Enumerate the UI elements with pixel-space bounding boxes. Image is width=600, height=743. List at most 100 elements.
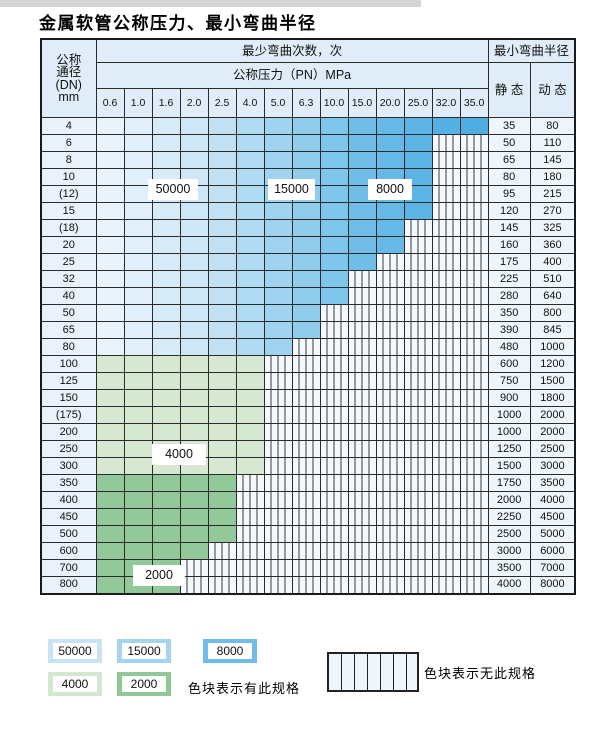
table-row: 25 175 400	[40, 253, 576, 271]
cell-spec	[123, 338, 153, 356]
table-row: 500 2500 5000	[40, 525, 576, 543]
cell-spec	[263, 236, 293, 254]
cell-no-spec	[235, 491, 265, 509]
table-row: 6 50 110	[40, 134, 576, 152]
pressure-tick: 2.5	[207, 88, 237, 118]
cell-no-spec	[431, 457, 461, 475]
cell-dynamic: 1000	[529, 338, 576, 356]
cell-spec	[291, 287, 321, 305]
cell-spec	[375, 117, 405, 135]
cell-no-spec	[459, 525, 489, 543]
cell-no-spec	[459, 168, 489, 186]
cell-no-spec	[291, 355, 321, 373]
cell-no-spec	[375, 338, 405, 356]
cell-static: 480	[487, 338, 531, 356]
cell-spec	[123, 440, 153, 458]
corner-line-1: 公称	[56, 52, 82, 67]
cell-dynamic: 1800	[529, 389, 576, 407]
table-row: 15 120 270	[40, 202, 576, 220]
cell-spec	[95, 219, 125, 237]
cell-no-spec	[431, 151, 461, 169]
table-row: 700 3500 7000	[40, 559, 576, 577]
cell-spec	[235, 440, 265, 458]
cell-spec	[235, 338, 265, 356]
cell-dynamic: 6000	[529, 542, 576, 560]
cell-spec	[207, 423, 237, 441]
cell-no-spec	[459, 151, 489, 169]
cell-no-spec	[403, 474, 433, 492]
cell-no-spec	[431, 236, 461, 254]
cell-static: 80	[487, 168, 531, 186]
cell-spec	[291, 117, 321, 135]
cell-dynamic: 4000	[529, 491, 576, 509]
cell-no-spec	[375, 457, 405, 475]
table-row: 50 350 800	[40, 304, 576, 322]
pressure-tick: 20.0	[375, 88, 405, 118]
cell-spec	[207, 525, 237, 543]
cell-no-spec	[235, 542, 265, 560]
cell-spec	[95, 168, 125, 186]
cell-no-spec	[291, 423, 321, 441]
cell-spec	[263, 219, 293, 237]
cell-spec	[235, 304, 265, 322]
cell-static: 160	[487, 236, 531, 254]
cell-no-spec	[375, 406, 405, 424]
table-row: 600 3000 6000	[40, 542, 576, 560]
cell-no-spec	[403, 525, 433, 543]
cell-no-spec	[319, 457, 349, 475]
cell-no-spec	[403, 508, 433, 526]
cell-no-spec	[403, 304, 433, 322]
cell-no-spec	[347, 559, 377, 577]
cell-dynamic: 2500	[529, 440, 576, 458]
table-row: 100 600 1200	[40, 355, 576, 373]
pressure-tick: 10.0	[319, 88, 349, 118]
cell-no-spec	[319, 406, 349, 424]
cell-spec	[179, 270, 209, 288]
pressure-tick: 6.3	[291, 88, 321, 118]
cell-spec	[95, 474, 125, 492]
cell-spec	[319, 219, 349, 237]
cell-spec	[207, 168, 237, 186]
row-dn: 125	[40, 372, 97, 390]
cell-static: 1000	[487, 406, 531, 424]
cell-no-spec	[347, 270, 377, 288]
cell-spec	[151, 338, 181, 356]
cell-spec	[95, 423, 125, 441]
cell-static: 2250	[487, 508, 531, 526]
cell-no-spec	[207, 542, 237, 560]
legend-no-spec-swatch	[327, 652, 419, 692]
cell-no-spec	[347, 508, 377, 526]
pressure-tick: 32.0	[431, 88, 461, 118]
cell-spec	[123, 287, 153, 305]
legend-has-spec-text: 色块表示有此规格	[188, 681, 301, 696]
cell-spec	[151, 202, 181, 220]
row-dn: 600	[40, 542, 97, 560]
cell-spec	[319, 151, 349, 169]
cell-dynamic: 2000	[529, 406, 576, 424]
cell-no-spec	[291, 372, 321, 390]
legend-swatch-label: 4000	[53, 676, 97, 692]
cell-spec	[263, 253, 293, 271]
cell-no-spec	[459, 355, 489, 373]
cell-static: 2000	[487, 491, 531, 509]
cell-spec	[179, 253, 209, 271]
cell-spec	[207, 474, 237, 492]
cell-spec	[151, 304, 181, 322]
cell-spec	[291, 151, 321, 169]
cell-no-spec	[235, 508, 265, 526]
legend-swatch-4000: 4000	[48, 672, 102, 696]
cell-no-spec	[347, 525, 377, 543]
cell-spec	[179, 236, 209, 254]
cell-spec	[207, 304, 237, 322]
cell-no-spec	[431, 542, 461, 560]
cell-spec	[151, 134, 181, 152]
legend-swatch-15000: 15000	[117, 639, 171, 663]
cell-dynamic: 8000	[529, 576, 576, 594]
cell-spec	[123, 253, 153, 271]
cell-spec	[95, 355, 125, 373]
cell-spec	[291, 270, 321, 288]
cell-spec	[179, 355, 209, 373]
cell-no-spec	[347, 338, 377, 356]
cell-spec	[207, 389, 237, 407]
cell-spec	[263, 287, 293, 305]
